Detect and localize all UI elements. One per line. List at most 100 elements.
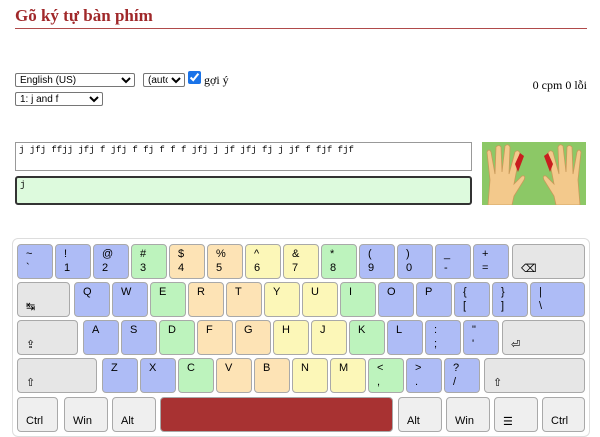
key[interactable]: A: [83, 320, 119, 355]
key[interactable]: Alt: [112, 397, 156, 432]
key[interactable]: C: [178, 358, 214, 393]
key-top-label: X: [149, 362, 157, 374]
key[interactable]: B: [254, 358, 290, 393]
key[interactable]: J: [311, 320, 347, 355]
key[interactable]: ↹: [17, 282, 70, 317]
key-bottom-label: ⌫: [521, 263, 537, 275]
key-top-label: P: [425, 286, 433, 298]
key[interactable]: $4: [169, 244, 205, 279]
key[interactable]: _ -: [435, 244, 471, 279]
key[interactable]: N: [292, 358, 328, 393]
hint-checkbox[interactable]: [188, 71, 201, 84]
key[interactable]: :;: [425, 320, 461, 355]
key[interactable]: ⌫: [512, 244, 585, 279]
key[interactable]: D: [159, 320, 195, 355]
key-top-label: Y: [273, 286, 281, 298]
key-bottom-label: `: [26, 262, 30, 274]
title-rule: [15, 28, 587, 29]
key[interactable]: X: [140, 358, 176, 393]
key-top-label: M: [339, 362, 349, 374]
key[interactable]: H: [273, 320, 309, 355]
key-top-label: E: [159, 286, 167, 298]
key[interactable]: G: [235, 320, 271, 355]
key-top-label: I: [349, 286, 353, 298]
key-top-label: !: [64, 248, 68, 260]
key-top-label: C: [187, 362, 195, 374]
key[interactable]: #3: [131, 244, 167, 279]
key-bottom-label: 9: [368, 262, 375, 274]
key[interactable]: Win: [64, 397, 108, 432]
key[interactable]: ? /: [444, 358, 480, 393]
key[interactable]: | \: [530, 282, 585, 317]
key[interactable]: F: [197, 320, 233, 355]
key[interactable]: U: [302, 282, 338, 317]
key-top-label: J: [320, 324, 326, 336]
key[interactable]: E: [150, 282, 186, 317]
key-bottom-label: 7: [292, 262, 299, 274]
key-top-label: Z: [111, 362, 118, 374]
key[interactable]: Ctrl: [542, 397, 585, 432]
key[interactable]: ^ 6: [245, 244, 281, 279]
key[interactable]: O: [378, 282, 414, 317]
key[interactable]: ⇧: [17, 358, 97, 393]
mode-select[interactable]: (auto): [143, 73, 185, 87]
key-top-label: <: [377, 362, 384, 374]
key[interactable]: ⇧: [484, 358, 585, 393]
key-bottom-label: Win: [455, 415, 474, 427]
key-bottom-label: ⇪: [26, 339, 36, 351]
key[interactable]: }]: [492, 282, 528, 317]
key-top-label: >: [415, 362, 422, 374]
key-bottom-label: Alt: [407, 415, 420, 427]
layout-select[interactable]: English (US): [15, 73, 135, 87]
left-index-tip: [515, 153, 524, 172]
key[interactable]: ⇪: [17, 320, 78, 355]
key[interactable]: Q: [74, 282, 110, 317]
key[interactable]: M: [330, 358, 366, 393]
key-top-label: K: [358, 324, 366, 336]
key-top-label: +: [482, 248, 489, 260]
key[interactable]: L: [387, 320, 423, 355]
key[interactable]: W: [112, 282, 148, 317]
hint-label[interactable]: gợi ý: [204, 73, 229, 87]
key[interactable]: ☰: [494, 397, 538, 432]
key[interactable]: Y: [264, 282, 300, 317]
key[interactable]: % 5: [207, 244, 243, 279]
key-top-label: Q: [83, 286, 92, 298]
key-top-label: ^: [254, 248, 260, 260]
key[interactable]: ⏎: [502, 320, 585, 355]
lesson-select[interactable]: 1: j and f: [15, 92, 103, 106]
key[interactable]: R: [188, 282, 224, 317]
key-bottom-label: 0: [406, 262, 413, 274]
key-top-label: }: [501, 286, 505, 298]
key-bottom-label: 6: [254, 262, 261, 274]
key[interactable]: S: [121, 320, 157, 355]
key[interactable]: @2: [93, 244, 129, 279]
key[interactable]: + =: [473, 244, 509, 279]
stats: 0 cpm 0 lỗi: [532, 78, 587, 92]
hands-image: [482, 142, 586, 205]
key[interactable]: (9: [359, 244, 395, 279]
key[interactable]: [160, 397, 393, 432]
key[interactable]: Z: [102, 358, 138, 393]
key[interactable]: Alt: [398, 397, 442, 432]
key[interactable]: & 7: [283, 244, 319, 279]
key[interactable]: ! 1: [55, 244, 91, 279]
key[interactable]: " ': [463, 320, 499, 355]
key[interactable]: * 8: [321, 244, 357, 279]
key[interactable]: T: [226, 282, 262, 317]
key[interactable]: {[: [454, 282, 490, 317]
key[interactable]: I: [340, 282, 376, 317]
key[interactable]: ~ `: [17, 244, 53, 279]
key[interactable]: ) 0: [397, 244, 433, 279]
key[interactable]: V: [216, 358, 252, 393]
key[interactable]: P: [416, 282, 452, 317]
key[interactable]: K: [349, 320, 385, 355]
key[interactable]: <,: [368, 358, 404, 393]
key-bottom-label: ⇧: [26, 377, 36, 389]
lesson-text: j jfj ffjj jfj f jfj f fj f f f jfj j jf…: [15, 142, 472, 171]
key[interactable]: Ctrl: [17, 397, 58, 432]
typing-input[interactable]: j: [15, 176, 472, 205]
key[interactable]: Win: [446, 397, 490, 432]
key[interactable]: >.: [406, 358, 442, 393]
